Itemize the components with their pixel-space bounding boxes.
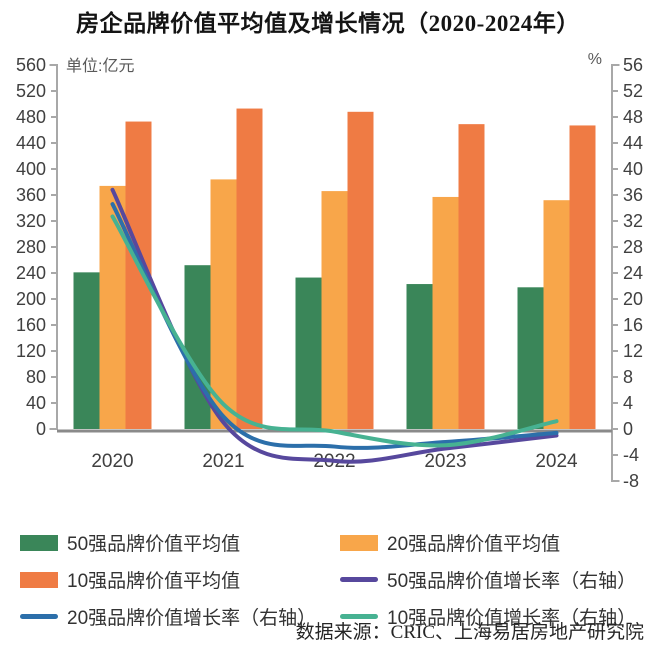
x-axis-category-label: 2023 xyxy=(424,451,466,472)
left-axis-tick-label: 160 xyxy=(16,315,46,335)
right-axis-tick-label: 44 xyxy=(623,133,643,153)
bar-2023-series1 xyxy=(432,196,459,429)
legend-label: 10强品牌价值增长率（右轴） xyxy=(387,608,637,629)
legend-item-5: 10强品牌价值增长率（右轴） xyxy=(340,603,648,630)
right-axis-tick-label: 20 xyxy=(623,289,643,309)
right-axis-tick-label: 16 xyxy=(623,315,643,335)
right-axis-tick-label: 24 xyxy=(623,263,643,283)
x-axis-category-label: 2020 xyxy=(91,451,133,472)
left-axis-tick-label: 200 xyxy=(16,289,46,309)
left-axis-tick-label: 480 xyxy=(16,107,46,127)
data-source-note: 数据来源：CRIC、上海易居房地产研究院 xyxy=(295,622,644,643)
legend-bar-swatch xyxy=(20,534,58,551)
legend-label: 20强品牌价值增长率（右轴） xyxy=(67,608,317,629)
left-axis-tick-label: 80 xyxy=(26,367,46,387)
right-axis-tick-label: 40 xyxy=(623,159,643,179)
legend-bar-swatch xyxy=(340,534,378,551)
x-axis-category-label: 2021 xyxy=(202,451,244,472)
legend-item-1: 20强品牌价值平均值 xyxy=(340,529,648,556)
right-axis-tick-label: 12 xyxy=(623,341,643,361)
left-axis-tick-label: 240 xyxy=(16,263,46,283)
right-axis-tick-label: 0 xyxy=(623,419,633,439)
bar-2024-series2 xyxy=(569,125,596,429)
left-axis-tick-label: 120 xyxy=(16,341,46,361)
bar-2021-series1 xyxy=(210,179,237,429)
left-axis-tick-label: 360 xyxy=(16,185,46,205)
right-axis-tick-label: 8 xyxy=(623,367,633,387)
legend-bar-swatch xyxy=(20,571,58,588)
left-axis-tick-label: 40 xyxy=(26,393,46,413)
chart-title: 房企品牌价值平均值及增长情况（2020-2024年） xyxy=(76,11,580,36)
legend-label: 50强品牌价值平均值 xyxy=(67,534,241,555)
legend-item-4: 20强品牌价值增长率（右轴） xyxy=(20,603,340,630)
legend-item-0: 50强品牌价值平均值 xyxy=(20,529,340,556)
left-axis-tick-label: 520 xyxy=(16,81,46,101)
bar-2021-series0 xyxy=(184,265,211,429)
right-axis-tick-label: 56 xyxy=(623,55,643,75)
bar-2020-series0 xyxy=(73,272,100,429)
left-axis-tick-label: 320 xyxy=(16,211,46,231)
legend-label: 20强品牌价值平均值 xyxy=(387,534,561,555)
legend-line-swatch xyxy=(20,614,58,619)
bar-2022-series0 xyxy=(295,277,322,429)
legend-label: 10强品牌价值平均值 xyxy=(67,571,241,592)
growth-line-series2 xyxy=(110,214,559,448)
legend-item-2: 10强品牌价值平均值 xyxy=(20,566,340,593)
chart-legend: 50强品牌价值平均值 20强品牌价值平均值 10强品牌价值平均值 50强品牌价值增长率… xyxy=(20,529,648,630)
bar-2023-series0 xyxy=(406,284,433,429)
x-axis-category-label: 2024 xyxy=(535,451,578,472)
legend-item-3: 50强品牌价值增长率（右轴） xyxy=(340,566,648,593)
legend-label: 50强品牌价值增长率（右轴） xyxy=(387,571,637,592)
legend-line-swatch xyxy=(340,577,378,582)
combo-chart: 0408012016020024028032036040044048052056… xyxy=(16,55,643,491)
bar-2024-series0 xyxy=(517,287,544,429)
right-axis-tick-label: -8 xyxy=(623,471,639,491)
right-axis-tick-label: -4 xyxy=(623,445,639,465)
bar-2022-series1 xyxy=(321,191,348,429)
legend-line-swatch xyxy=(340,614,378,619)
right-axis-tick-label: 52 xyxy=(623,81,643,101)
right-axis-unit-label: % xyxy=(587,51,602,68)
left-axis-tick-label: 560 xyxy=(16,55,46,75)
left-axis-tick-label: 280 xyxy=(16,237,46,257)
bar-2021-series2 xyxy=(236,108,263,430)
left-axis-unit-label: 单位:亿元 xyxy=(66,58,135,75)
left-axis-tick-label: 0 xyxy=(36,419,46,439)
right-axis-tick-label: 4 xyxy=(623,393,633,413)
left-axis-tick-label: 400 xyxy=(16,159,46,179)
right-axis-tick-label: 28 xyxy=(623,237,643,257)
left-axis-tick-label: 440 xyxy=(16,133,46,153)
right-axis-tick-label: 36 xyxy=(623,185,643,205)
bar-2023-series2 xyxy=(458,124,485,430)
right-axis-tick-label: 32 xyxy=(623,211,643,231)
right-axis-tick-label: 48 xyxy=(623,107,643,127)
bar-2022-series2 xyxy=(347,111,374,430)
bar-2024-series1 xyxy=(543,200,570,429)
